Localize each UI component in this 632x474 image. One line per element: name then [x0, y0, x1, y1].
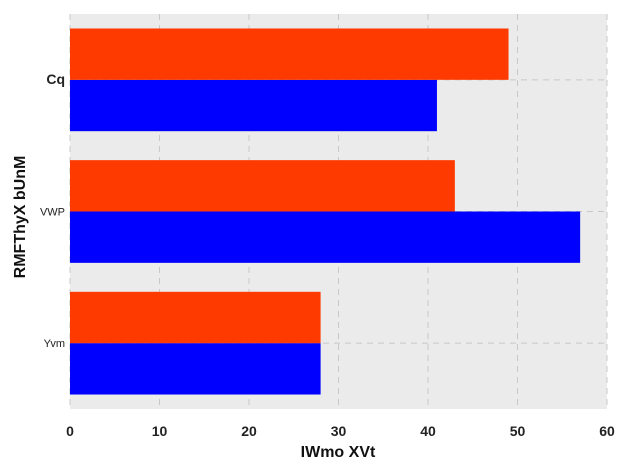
x-tick-label: 30	[331, 423, 347, 439]
bar-Cq-series-0	[70, 79, 437, 132]
x-tick-label: 50	[510, 423, 526, 439]
y-tick-label: Cq	[46, 71, 65, 87]
bar-VWP-series-1	[70, 160, 455, 212]
x-tick-labels: 0 10 20 30 40 50 60	[66, 423, 615, 439]
y-tick-label: VWP	[40, 207, 65, 219]
x-tick-label: 20	[241, 423, 257, 439]
x-tick-label: 10	[152, 423, 168, 439]
y-tick-label: Yvm	[44, 338, 65, 350]
bars	[70, 28, 581, 395]
bar-Cq-series-1	[70, 28, 509, 80]
bar-Yvm-series-0	[70, 343, 321, 395]
y-axis-label: RMFThyX bUnM	[12, 156, 29, 279]
x-tick-label: 0	[66, 423, 74, 439]
x-tick-label: 60	[599, 423, 615, 439]
bar-Yvm-series-1	[70, 291, 321, 344]
x-axis-label: IWmo XVt	[301, 444, 376, 461]
bar-VWP-series-0	[70, 211, 581, 263]
x-tick-label: 40	[420, 423, 436, 439]
y-tick-labels: Yvm VWP Cq	[40, 71, 65, 350]
